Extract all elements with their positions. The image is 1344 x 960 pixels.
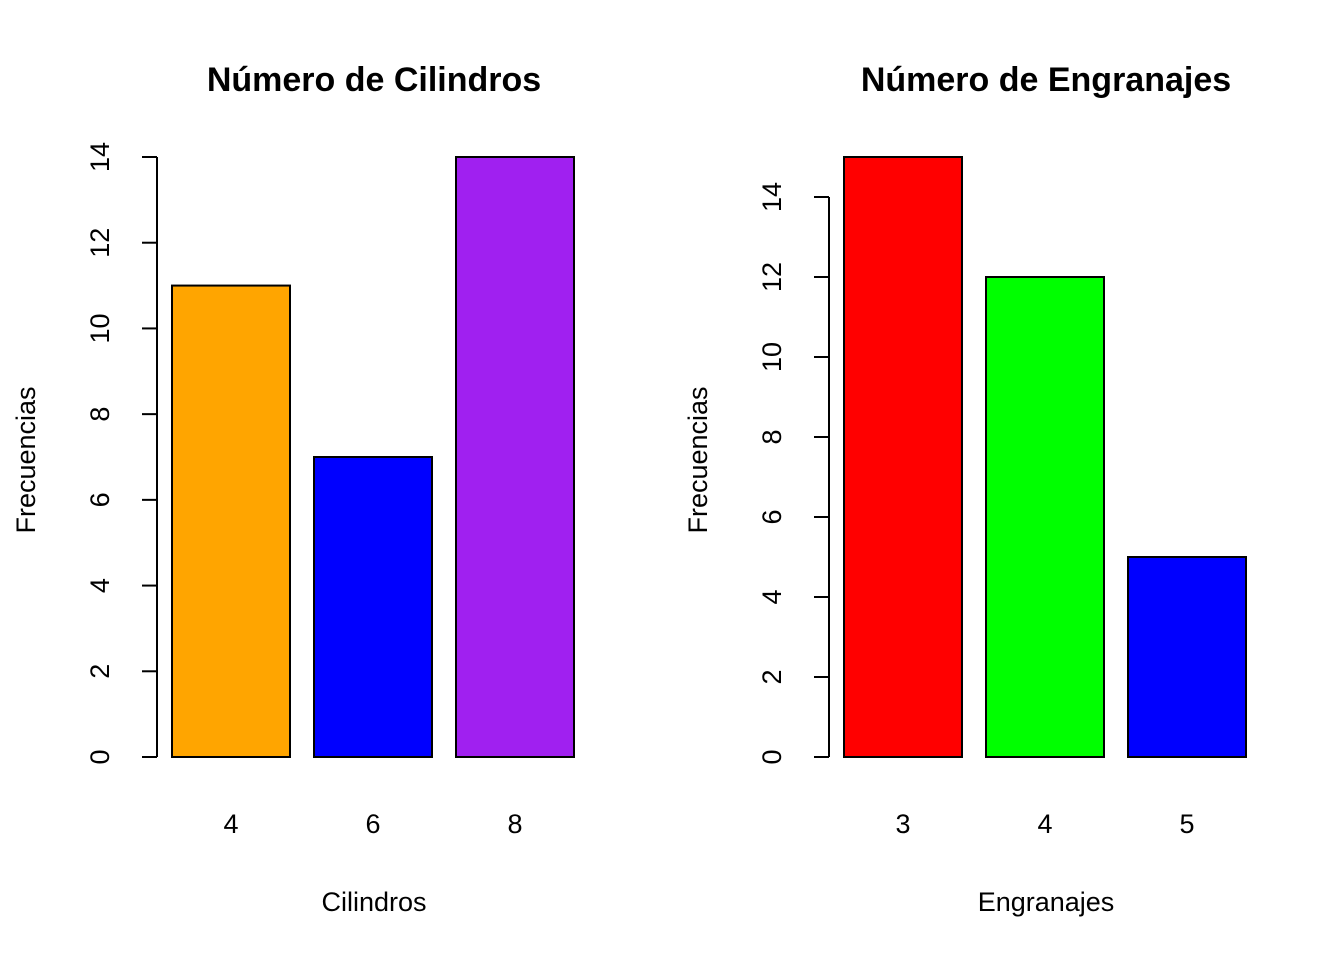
x-axis-label: Engranajes <box>978 887 1115 917</box>
category-label: 4 <box>223 809 238 839</box>
category-label: 3 <box>895 809 910 839</box>
bars <box>171 156 575 758</box>
chart-title: Número de Engranajes <box>861 61 1231 99</box>
y-tick-label: 0 <box>85 749 115 764</box>
bar-4 <box>985 276 1105 758</box>
y-tick-label: 12 <box>85 228 115 258</box>
category-label: 4 <box>1037 809 1052 839</box>
y-axis: 0 2 4 6 8 10 12 14 <box>757 182 830 765</box>
y-tick-label: 14 <box>757 182 787 212</box>
y-tick-label: 4 <box>757 589 787 604</box>
y-tick-label: 12 <box>757 262 787 292</box>
y-tick-label: 6 <box>85 492 115 507</box>
category-labels: 3 4 5 <box>895 809 1194 839</box>
y-tick-label: 0 <box>757 749 787 764</box>
category-labels: 4 6 8 <box>223 809 522 839</box>
bar-8 <box>455 156 575 758</box>
y-tick-label: 2 <box>85 664 115 679</box>
y-tick-label: 2 <box>757 669 787 684</box>
bar-3 <box>843 156 963 758</box>
bars <box>843 156 1247 758</box>
gears-chart-panel: Número de Engranajes Frecuencias Engrana… <box>683 61 1247 917</box>
y-tick-label: 14 <box>85 142 115 172</box>
bar-4 <box>171 284 291 758</box>
category-label: 8 <box>507 809 522 839</box>
y-tick-label: 10 <box>85 313 115 343</box>
y-tick-label: 10 <box>757 342 787 372</box>
chart-title: Número de Cilindros <box>207 61 541 99</box>
cylinders-chart-panel: Número de Cilindros Frecuencias Cilindro… <box>11 61 575 917</box>
bar-6 <box>313 456 433 758</box>
y-axis-label: Frecuencias <box>11 386 41 533</box>
y-tick-label: 4 <box>85 578 115 593</box>
x-axis-label: Cilindros <box>321 887 426 917</box>
y-tick-label: 8 <box>757 429 787 444</box>
category-label: 6 <box>365 809 380 839</box>
bar-5 <box>1127 556 1247 758</box>
category-label: 5 <box>1179 809 1194 839</box>
y-tick-label: 6 <box>757 509 787 524</box>
y-axis: 0 2 4 6 8 10 12 14 <box>85 142 158 765</box>
y-tick-label: 8 <box>85 407 115 422</box>
y-axis-label: Frecuencias <box>683 386 713 533</box>
